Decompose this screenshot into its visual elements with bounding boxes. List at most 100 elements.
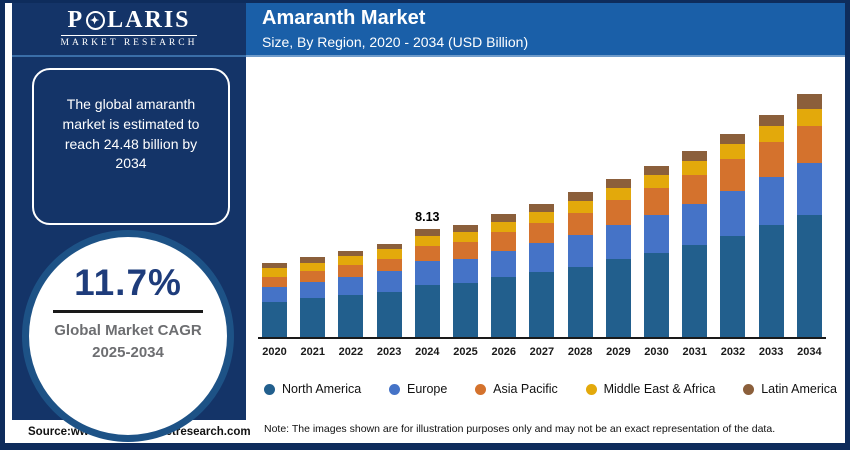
legend-dot-icon bbox=[743, 383, 755, 395]
x-axis-label-2029: 2029 bbox=[606, 346, 631, 358]
bar-segment-2028-europe bbox=[567, 234, 593, 267]
legend-dot-icon bbox=[585, 383, 597, 395]
bar-segment-2028-asia-pacific bbox=[567, 212, 593, 235]
bar-segment-2022-europe bbox=[338, 276, 364, 296]
bar-segment-2026-europe bbox=[491, 250, 517, 278]
frame-left-border bbox=[0, 0, 5, 450]
bar-segment-2023-europe bbox=[376, 271, 402, 292]
bar-segment-2021-europe bbox=[300, 281, 326, 299]
bar-segment-2028-north-america bbox=[567, 266, 593, 337]
logo-text-laris: LARIS bbox=[107, 7, 191, 33]
page-title: Amaranth Market bbox=[262, 7, 426, 29]
x-axis-label-2033: 2033 bbox=[758, 346, 784, 358]
x-axis-label-2020: 2020 bbox=[262, 346, 287, 358]
logo-subtext: MARKET RESEARCH bbox=[60, 35, 198, 48]
legend-item-middle-east-africa: Middle East & Africa bbox=[585, 382, 715, 396]
bar-value-label-2024: 8.13 bbox=[415, 209, 440, 224]
bar-2022: 2022 bbox=[338, 90, 364, 358]
x-axis-label-2025: 2025 bbox=[453, 346, 478, 358]
legend-item-latin-america: Latin America bbox=[743, 382, 837, 396]
bar-2026: 2026 bbox=[491, 90, 517, 358]
bar-segment-2029-middle-east-africa bbox=[605, 187, 631, 201]
bar-segment-2025-asia-pacific bbox=[453, 241, 479, 260]
legend-item-asia-pacific: Asia Pacific bbox=[475, 382, 558, 396]
bar-segment-2034-europe bbox=[796, 163, 822, 216]
bar-segment-2033-middle-east-africa bbox=[758, 126, 784, 143]
bar-segment-2030-asia-pacific bbox=[644, 188, 670, 216]
bars: 2020 2021 2022 2023 8.13 2024 2025 2026 2027 2028… bbox=[262, 90, 822, 358]
bar-2023: 2023 bbox=[376, 90, 402, 358]
bar-2031: 2031 bbox=[682, 90, 708, 358]
left-panel: P ✦ LARIS MARKET RESEARCH The global ama… bbox=[12, 0, 246, 442]
bar-segment-2034-latin-america bbox=[796, 94, 822, 109]
bar-segment-2032-north-america bbox=[720, 235, 746, 337]
bar-segment-2032-middle-east-africa bbox=[720, 144, 746, 159]
legend-label: North America bbox=[282, 382, 362, 396]
bar-segment-2029-north-america bbox=[605, 259, 631, 337]
bar-segment-2020-middle-east-africa bbox=[262, 268, 287, 277]
bar-segment-2030-latin-america bbox=[644, 166, 670, 176]
frame-top-border bbox=[0, 0, 850, 3]
cagr-value: 11.7% bbox=[74, 261, 182, 303]
x-axis-label-2027: 2027 bbox=[529, 346, 555, 358]
bar-segment-2021-latin-america bbox=[300, 257, 326, 263]
bar-segment-2031-latin-america bbox=[682, 151, 708, 161]
bar-2025: 2025 bbox=[453, 90, 479, 358]
chart-header: Amaranth Market Size, By Region, 2020 - … bbox=[246, 0, 845, 57]
bar-segment-2026-north-america bbox=[491, 277, 517, 337]
bar-segment-2020-asia-pacific bbox=[262, 276, 287, 287]
bar-2029: 2029 bbox=[605, 90, 631, 358]
bar-2024: 8.13 2024 bbox=[414, 90, 440, 358]
bar-segment-2023-north-america bbox=[376, 291, 402, 337]
bar-segment-2025-europe bbox=[453, 259, 479, 284]
bar-segment-2034-middle-east-africa bbox=[796, 108, 822, 126]
bar-segment-2022-middle-east-africa bbox=[338, 255, 364, 265]
bar-2021: 2021 bbox=[300, 90, 326, 358]
bar-segment-2024-europe bbox=[414, 260, 440, 286]
bar-segment-2026-asia-pacific bbox=[491, 231, 517, 251]
cagr-label-line1: Global Market CAGR bbox=[54, 321, 202, 339]
bar-segment-2027-latin-america bbox=[529, 203, 555, 212]
bar-segment-2033-latin-america bbox=[758, 115, 784, 127]
bar-segment-2021-middle-east-africa bbox=[300, 262, 326, 271]
bar-segment-2033-asia-pacific bbox=[758, 142, 784, 178]
bar-segment-2031-asia-pacific bbox=[682, 174, 708, 205]
bar-segment-2020-latin-america bbox=[262, 263, 287, 269]
bar-segment-2021-north-america bbox=[300, 298, 326, 337]
bar-segment-2023-latin-america bbox=[376, 243, 402, 250]
bar-2034: 2034 bbox=[796, 90, 822, 358]
bar-segment-2026-latin-america bbox=[491, 214, 517, 222]
x-axis-label-2030: 2030 bbox=[644, 346, 669, 358]
bar-segment-2024-latin-america bbox=[414, 228, 440, 236]
bar-segment-2027-europe bbox=[529, 242, 555, 272]
bar-segment-2024-middle-east-africa bbox=[414, 235, 440, 246]
x-axis-label-2028: 2028 bbox=[567, 346, 593, 358]
bar-segment-2028-middle-east-africa bbox=[567, 201, 593, 213]
cagr-label-line2: 2025-2034 bbox=[92, 344, 164, 361]
legend-dot-icon bbox=[475, 383, 487, 395]
bar-segment-2031-north-america bbox=[682, 244, 708, 337]
legend-label: Europe bbox=[407, 382, 448, 396]
bar-segment-2033-europe bbox=[758, 177, 784, 226]
market-summary-text: The global amaranth market is estimated … bbox=[62, 96, 200, 172]
bar-2033: 2033 bbox=[758, 90, 784, 358]
bar-segment-2020-north-america bbox=[262, 301, 287, 337]
bar-segment-2031-europe bbox=[682, 204, 708, 245]
bar-segment-2026-middle-east-africa bbox=[491, 221, 517, 232]
bar-segment-2023-middle-east-africa bbox=[376, 249, 402, 259]
bar-segment-2022-north-america bbox=[338, 295, 364, 337]
bar-segment-2025-north-america bbox=[453, 283, 479, 337]
x-axis-label-2026: 2026 bbox=[491, 346, 516, 358]
cagr-divider bbox=[53, 309, 203, 313]
legend: North America Europe Asia Pacific Middle Ea… bbox=[264, 382, 837, 396]
bar-segment-2024-north-america bbox=[414, 285, 440, 337]
x-axis-label-2031: 2031 bbox=[682, 346, 707, 358]
bar-segment-2023-asia-pacific bbox=[376, 258, 402, 272]
chart-area: 2020 2021 2022 2023 8.13 2024 2025 2026 2027 2028… bbox=[248, 57, 845, 443]
legend-item-north-america: North America bbox=[264, 382, 361, 396]
legend-dot-icon bbox=[389, 383, 401, 395]
bar-segment-2034-asia-pacific bbox=[796, 125, 822, 164]
bar-2027: 2027 bbox=[529, 90, 555, 358]
bar-segment-2021-asia-pacific bbox=[300, 270, 326, 282]
